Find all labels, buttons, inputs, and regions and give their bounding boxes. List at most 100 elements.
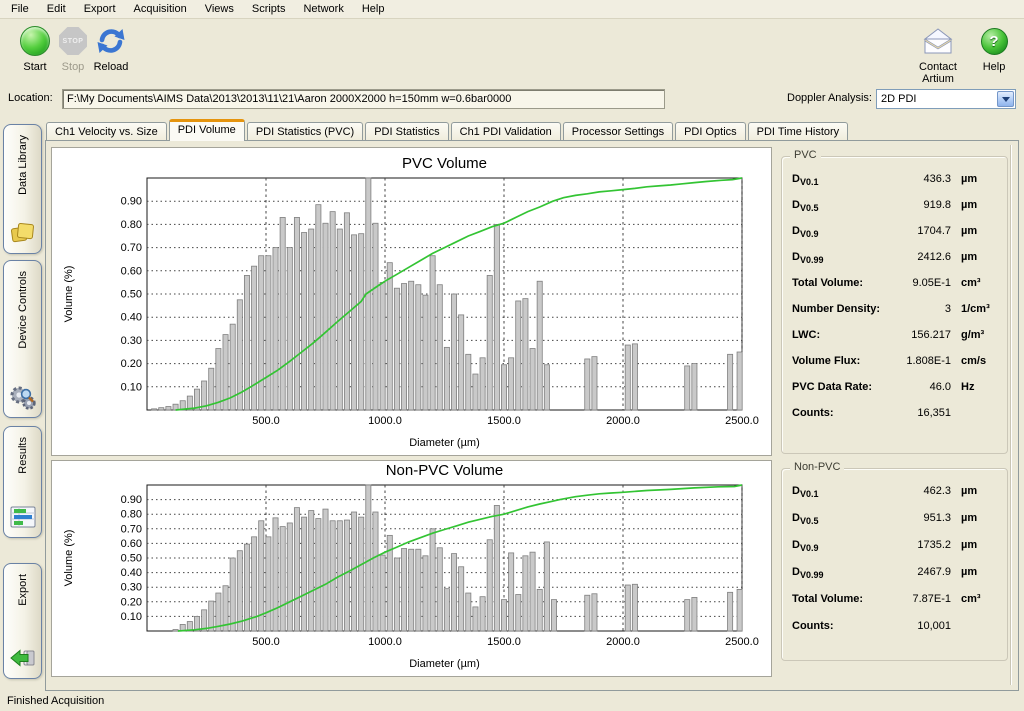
sidebar-item-data-library[interactable]: Data Library bbox=[3, 124, 42, 254]
non-pvc-volume-chart: 0.100.200.300.400.500.600.700.800.90500.… bbox=[51, 460, 772, 677]
toolbar: Start STOP Stop Reload Contact Artium ? … bbox=[0, 20, 1024, 86]
envelope-icon bbox=[920, 27, 956, 55]
dropdown-button[interactable] bbox=[997, 91, 1014, 107]
tab-processor-settings[interactable]: Processor Settings bbox=[563, 122, 673, 141]
stat-value: 919.8 bbox=[889, 199, 951, 211]
tab-ch1-velocity-vs-size[interactable]: Ch1 Velocity vs. Size bbox=[46, 122, 167, 141]
stat-unit: µm bbox=[951, 512, 999, 524]
stat-unit: µm bbox=[951, 539, 999, 551]
stat-row: Counts:16,351 bbox=[792, 407, 999, 433]
doppler-analysis-value: 2D PDI bbox=[877, 93, 997, 105]
sidebar-item-export[interactable]: Export bbox=[3, 563, 42, 679]
stat-row: LWC:156.217g/m³ bbox=[792, 329, 999, 355]
vertical-divider bbox=[1010, 145, 1012, 685]
stat-value: 1.808E-1 bbox=[889, 355, 951, 367]
stat-unit: cm³ bbox=[951, 593, 999, 605]
stat-value: 2412.6 bbox=[889, 251, 951, 263]
stat-row: DV0.1462.3µm bbox=[792, 485, 999, 512]
location-input[interactable]: F:\My Documents\AIMS Data\2013\2013\11\2… bbox=[62, 89, 665, 109]
contact-artium-button[interactable]: Contact Artium bbox=[905, 24, 971, 85]
stat-row: Volume Flux:1.808E-1cm/s bbox=[792, 355, 999, 381]
pvc-volume-chart: 0.100.200.300.400.500.600.700.800.90500.… bbox=[51, 147, 772, 456]
sidebar-item-device-controls[interactable]: Device Controls bbox=[3, 260, 42, 418]
menu-item-scripts[interactable]: Scripts bbox=[243, 1, 295, 18]
stat-value: 7.87E-1 bbox=[889, 593, 951, 605]
reload-button[interactable]: Reload bbox=[82, 24, 140, 73]
sidebar-item-label: Results bbox=[17, 437, 29, 474]
help-button[interactable]: ? Help bbox=[973, 24, 1015, 73]
svg-text:0.90: 0.90 bbox=[121, 494, 142, 506]
tab-ch1-pdi-validation[interactable]: Ch1 PDI Validation bbox=[451, 122, 561, 141]
menu-item-edit[interactable]: Edit bbox=[38, 1, 75, 18]
svg-text:0.70: 0.70 bbox=[121, 242, 142, 254]
svg-text:Non-PVC Volume: Non-PVC Volume bbox=[386, 462, 504, 479]
chart-svg: 0.100.200.300.400.500.600.700.800.90500.… bbox=[52, 461, 771, 676]
stat-unit: µm bbox=[951, 566, 999, 578]
help-icon: ? bbox=[981, 28, 1008, 55]
tab-pdi-statistics-pvc[interactable]: PDI Statistics (PVC) bbox=[247, 122, 363, 141]
chart-svg: 0.100.200.300.400.500.600.700.800.90500.… bbox=[52, 148, 771, 455]
svg-text:0.60: 0.60 bbox=[121, 538, 142, 550]
stat-unit: Hz bbox=[951, 381, 999, 393]
non-pvc-stats-title: Non-PVC bbox=[790, 461, 844, 473]
reload-icon bbox=[95, 25, 127, 57]
results-chart-icon bbox=[9, 503, 37, 531]
svg-text:Diameter (µm): Diameter (µm) bbox=[409, 658, 480, 670]
chevron-down-icon bbox=[1002, 97, 1010, 106]
contact-artium-label: Contact Artium bbox=[905, 61, 971, 85]
stat-label: DV0.9 bbox=[792, 225, 889, 239]
stat-row: DV0.992467.9µm bbox=[792, 566, 999, 593]
svg-text:Volume (%): Volume (%) bbox=[63, 266, 75, 323]
sidebar-item-results[interactable]: Results bbox=[3, 426, 42, 538]
svg-text:1000.0: 1000.0 bbox=[368, 415, 402, 427]
stat-unit: µm bbox=[951, 225, 999, 237]
menu-item-acquisition[interactable]: Acquisition bbox=[125, 1, 196, 18]
pvc-stats-panel: PVC DV0.1436.3µmDV0.5919.8µmDV0.91704.7µ… bbox=[781, 156, 1008, 454]
svg-text:0.90: 0.90 bbox=[121, 196, 142, 208]
stat-value: 156.217 bbox=[889, 329, 951, 341]
stat-row: DV0.992412.6µm bbox=[792, 251, 999, 277]
stat-value: 3 bbox=[889, 303, 951, 315]
tab-pdi-statistics[interactable]: PDI Statistics bbox=[365, 122, 448, 141]
svg-text:0.80: 0.80 bbox=[121, 509, 142, 521]
stat-row: Number Density:31/cm³ bbox=[792, 303, 999, 329]
menu-bar: FileEditExportAcquisitionViewsScriptsNet… bbox=[0, 0, 1024, 19]
tab-pdi-volume[interactable]: PDI Volume bbox=[169, 119, 245, 141]
svg-text:1500.0: 1500.0 bbox=[487, 636, 521, 648]
stat-label: DV0.1 bbox=[792, 485, 889, 499]
svg-text:1000.0: 1000.0 bbox=[368, 636, 402, 648]
stat-value: 46.0 bbox=[889, 381, 951, 393]
svg-text:0.70: 0.70 bbox=[121, 523, 142, 535]
pvc-stats-title: PVC bbox=[790, 149, 821, 161]
tab-strip: Ch1 Velocity vs. SizePDI VolumePDI Stati… bbox=[46, 119, 1019, 141]
svg-text:0.30: 0.30 bbox=[121, 335, 142, 347]
stat-value: 1704.7 bbox=[889, 225, 951, 237]
status-text: Finished Acquisition bbox=[7, 695, 104, 707]
stat-label: DV0.99 bbox=[792, 251, 889, 265]
export-arrow-icon bbox=[9, 644, 37, 672]
svg-text:500.0: 500.0 bbox=[252, 636, 280, 648]
menu-item-help[interactable]: Help bbox=[353, 1, 394, 18]
tab-pdi-time-history[interactable]: PDI Time History bbox=[748, 122, 849, 141]
svg-text:Diameter (µm): Diameter (µm) bbox=[409, 437, 480, 449]
doppler-analysis-select[interactable]: 2D PDI bbox=[876, 89, 1016, 109]
menu-item-network[interactable]: Network bbox=[294, 1, 352, 18]
svg-text:Volume (%): Volume (%) bbox=[63, 530, 75, 587]
svg-text:0.30: 0.30 bbox=[121, 582, 142, 594]
stat-label: LWC: bbox=[792, 329, 889, 341]
svg-text:0.80: 0.80 bbox=[121, 219, 142, 231]
stat-row: DV0.5919.8µm bbox=[792, 199, 999, 225]
svg-text:0.10: 0.10 bbox=[121, 611, 142, 623]
tab-pdi-optics[interactable]: PDI Optics bbox=[675, 122, 746, 141]
location-label: Location: bbox=[8, 92, 53, 104]
stat-label: DV0.5 bbox=[792, 199, 889, 213]
svg-text:2500.0: 2500.0 bbox=[725, 415, 759, 427]
stat-value: 10,001 bbox=[889, 620, 951, 632]
svg-text:0.10: 0.10 bbox=[121, 381, 142, 393]
status-bar: Finished Acquisition bbox=[0, 692, 1024, 711]
menu-item-views[interactable]: Views bbox=[196, 1, 243, 18]
menu-item-file[interactable]: File bbox=[2, 1, 38, 18]
stat-row: DV0.1436.3µm bbox=[792, 173, 999, 199]
menu-item-export[interactable]: Export bbox=[75, 1, 125, 18]
svg-text:0.40: 0.40 bbox=[121, 567, 142, 579]
